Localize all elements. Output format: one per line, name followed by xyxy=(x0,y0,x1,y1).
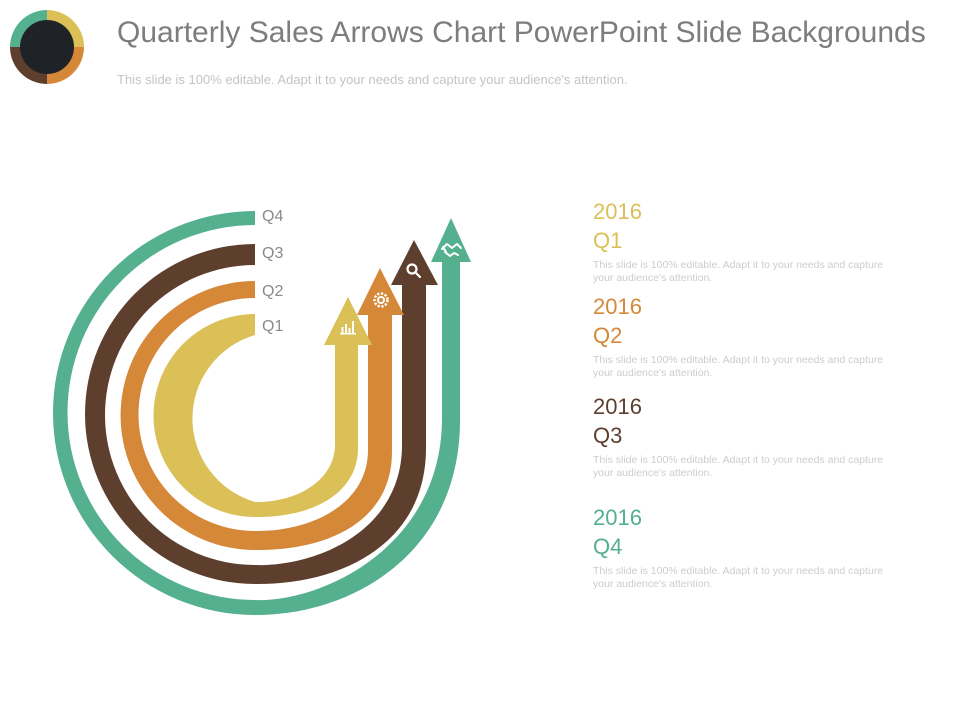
page-subtitle: This slide is 100% editable. Adapt it to… xyxy=(117,72,628,87)
arrow-q2 xyxy=(120,268,404,551)
entry-description: This slide is 100% editable. Adapt it to… xyxy=(593,354,884,379)
entry-q1: 2016 Q1 This slide is 100% editable. Ada… xyxy=(593,197,903,285)
arrow-q4 xyxy=(53,211,471,616)
gear-icon xyxy=(373,292,389,308)
entry-description: This slide is 100% editable. Adapt it to… xyxy=(593,565,884,590)
entry-year: 2016 xyxy=(593,199,642,224)
label-q1: Q1 xyxy=(262,318,284,335)
entry-q2: 2016 Q2 This slide is 100% editable. Ada… xyxy=(593,292,903,380)
entry-year: 2016 xyxy=(593,294,642,319)
magnifier-icon xyxy=(406,263,422,279)
handshake-icon xyxy=(441,243,462,257)
label-q2: Q2 xyxy=(262,283,284,300)
entry-year: 2016 xyxy=(593,394,642,419)
label-q4: Q4 xyxy=(262,208,284,225)
page-title: Quarterly Sales Arrows Chart PowerPoint … xyxy=(117,16,926,49)
entry-q3: 2016 Q3 This slide is 100% editable. Ada… xyxy=(593,392,903,480)
entry-quarter: Q3 xyxy=(593,423,623,448)
entry-year: 2016 xyxy=(593,505,642,530)
entry-quarter: Q1 xyxy=(593,228,623,253)
entry-quarter: Q2 xyxy=(593,323,623,348)
arrow-q1 xyxy=(153,297,372,518)
label-q3: Q3 xyxy=(262,245,284,262)
entry-quarter: Q4 xyxy=(593,534,623,559)
bar-chart-icon xyxy=(340,321,356,335)
entry-description: This slide is 100% editable. Adapt it to… xyxy=(593,259,884,284)
entry-q4: 2016 Q4 This slide is 100% editable. Ada… xyxy=(593,503,903,591)
arrow-q3 xyxy=(85,240,438,585)
logo xyxy=(10,10,84,84)
entry-description: This slide is 100% editable. Adapt it to… xyxy=(593,454,884,479)
